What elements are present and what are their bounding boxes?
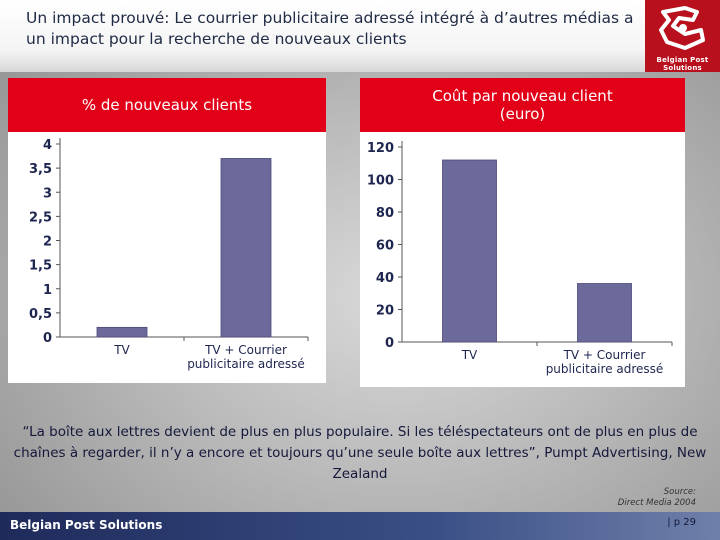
y-tick-label: 0,5 — [29, 307, 52, 322]
y-tick-label: 3,5 — [29, 162, 52, 177]
x-tick-label: TV — [461, 348, 478, 362]
y-tick-label: 1,5 — [29, 259, 52, 274]
y-tick-label: 80 — [376, 206, 394, 221]
chart-panel-right: Coût par nouveau client (euro) 0 20 40 60 80… — [360, 78, 685, 387]
y-tick-label: 0 — [385, 336, 394, 351]
y-tick-label: 120 — [367, 141, 394, 156]
y-tick-label: 60 — [376, 239, 394, 254]
bar — [220, 158, 272, 338]
chart-panel-left: % de nouveaux clients 0 0,5 1 1,5 2 2,5 3 3,5 4 T… — [8, 78, 326, 383]
slide-title: Un impact prouvé: Le courrier publicitai… — [26, 9, 634, 48]
page-number: | p 29 — [667, 517, 696, 528]
brand-logo: Belgian Post Solutions — [645, 0, 720, 72]
bar — [442, 159, 497, 343]
source-note: Source: Direct Media 2004 — [618, 487, 696, 509]
slide-header: Un impact prouvé: Le courrier publicitai… — [0, 0, 720, 72]
source-label: Source: — [663, 487, 696, 497]
x-tick-label: TV + Courrier publicitaire adressé — [187, 343, 305, 371]
brand-logo-text: Belgian Post Solutions — [656, 56, 709, 72]
y-tick-label: 40 — [376, 271, 394, 286]
x-tick-label: TV + Courrier publicitaire adressé — [546, 348, 664, 376]
y-tick-label: 0 — [43, 331, 52, 346]
chart-title: Coût par nouveau client (euro) — [360, 78, 685, 132]
footer-brand: Belgian Post Solutions — [10, 518, 163, 532]
x-tick-label: TV — [113, 343, 130, 357]
bar — [96, 326, 148, 338]
quote-text: “La boîte aux lettres devient de plus en… — [13, 424, 707, 482]
y-tick-label: 1 — [43, 283, 52, 298]
chart-title: % de nouveaux clients — [8, 78, 326, 132]
bar-chart-right: 0 20 40 60 80 100 120 TV TV + Courrier publicitai… — [367, 141, 673, 376]
y-tick-label: 20 — [376, 304, 394, 319]
y-tick-label: 3 — [43, 186, 52, 201]
post-horn-icon — [659, 6, 705, 50]
source-reference: Direct Media 2004 — [617, 498, 696, 508]
bar-chart-left: 0 0,5 1 1,5 2 2,5 3 3,5 4 TV TV + Courrier publicit… — [29, 138, 309, 371]
footer-bar: Belgian Post Solutions — [0, 512, 720, 540]
y-tick-label: 2,5 — [29, 210, 52, 225]
y-tick-label: 2 — [43, 235, 52, 250]
bar — [577, 283, 632, 343]
y-tick-label: 100 — [367, 174, 394, 189]
y-tick-label: 4 — [43, 138, 52, 153]
